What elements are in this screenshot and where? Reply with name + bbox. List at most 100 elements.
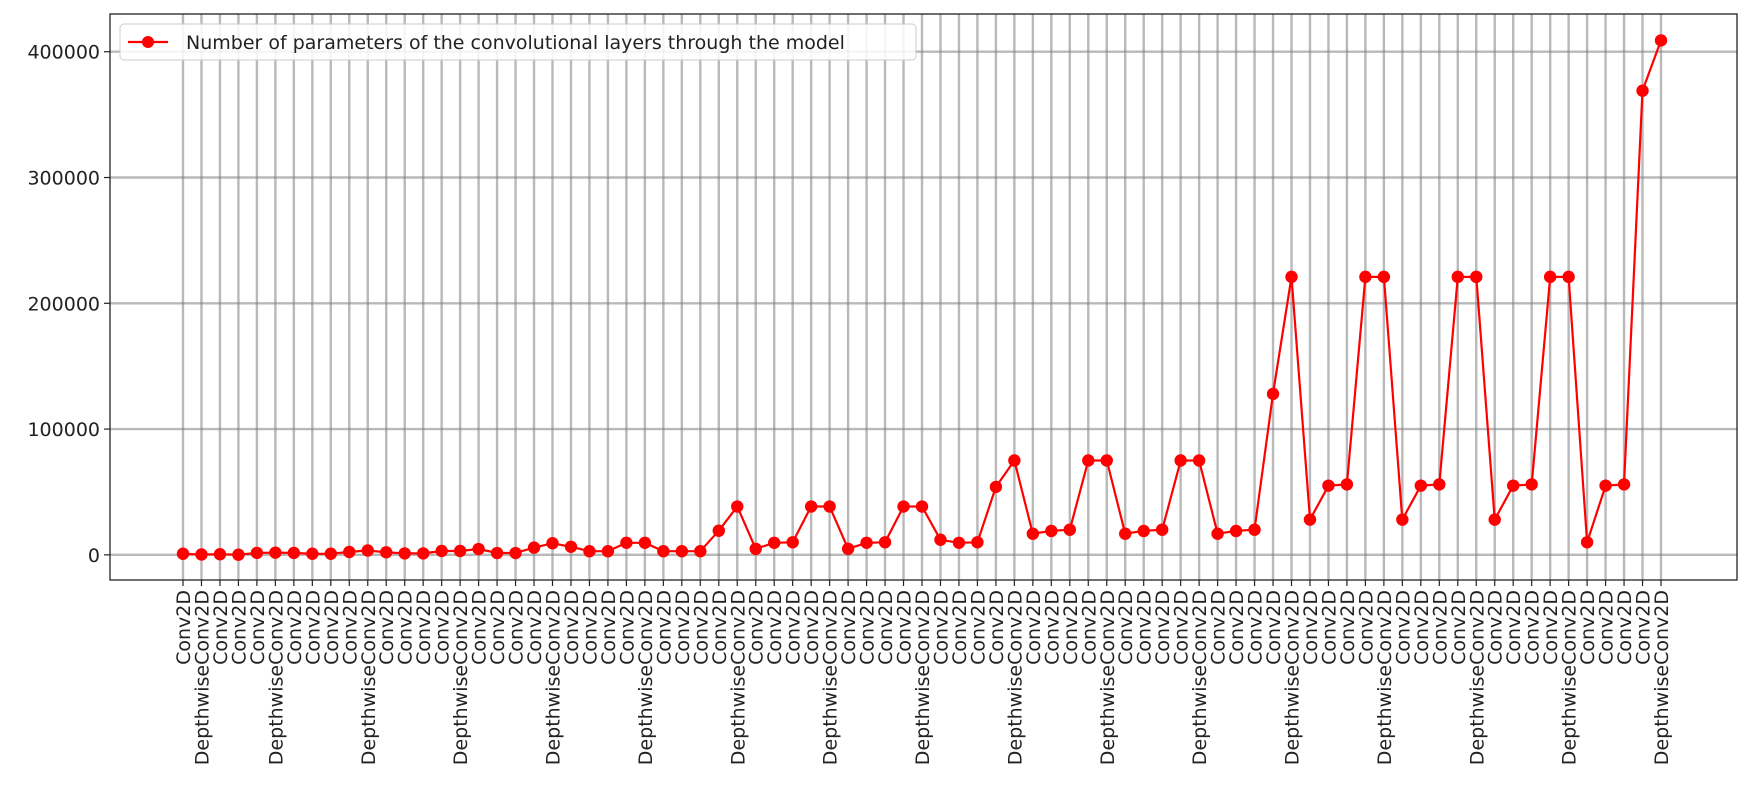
data-point <box>269 546 282 559</box>
data-point <box>1322 479 1335 492</box>
x-tick-label: Conv2D <box>690 590 712 665</box>
x-tick-label: Conv2D <box>395 590 417 665</box>
data-point <box>1636 84 1649 97</box>
x-tick-label: Conv2D <box>1577 590 1599 665</box>
x-tick-label: DepthwiseConv2D <box>265 590 287 765</box>
x-tick-label: Conv2D <box>598 590 620 665</box>
x-tick-label: Conv2D <box>506 590 528 665</box>
x-tick-label: DepthwiseConv2D <box>1466 590 1488 765</box>
data-point <box>731 500 744 513</box>
x-tick-label: DepthwiseConv2D <box>1097 590 1119 765</box>
x-tick-label: Conv2D <box>228 590 250 665</box>
x-tick-label: Conv2D <box>967 590 989 665</box>
data-point <box>897 500 910 513</box>
data-point <box>1100 454 1113 467</box>
data-point <box>1507 479 1520 492</box>
x-tick-label: Conv2D <box>1041 590 1063 665</box>
legend-label: Number of parameters of the convolutiona… <box>186 32 845 54</box>
x-tick-label: Conv2D <box>1060 590 1082 665</box>
x-tick-label: Conv2D <box>1503 590 1525 665</box>
data-point <box>1451 270 1464 284</box>
data-point <box>453 544 467 558</box>
x-tick-label: Conv2D <box>1633 590 1655 665</box>
data-point <box>786 536 799 549</box>
x-tick-label: Conv2D <box>1337 590 1359 665</box>
x-tick-label: Conv2D <box>579 590 601 665</box>
data-point <box>1414 479 1428 492</box>
y-tick-label: 0 <box>88 545 100 567</box>
data-point <box>1211 527 1224 540</box>
data-point <box>380 546 393 559</box>
data-point <box>1248 523 1261 536</box>
x-tick-label: Conv2D <box>1078 590 1100 665</box>
data-point <box>324 547 337 560</box>
x-tick-label: Conv2D <box>1448 590 1470 665</box>
data-point <box>804 500 818 513</box>
data-point <box>638 536 652 549</box>
data-point <box>1433 478 1446 491</box>
data-point <box>1562 270 1575 284</box>
data-point <box>1303 513 1317 526</box>
data-point <box>620 536 633 549</box>
data-point <box>860 536 873 549</box>
x-tick-label: DepthwiseConv2D <box>1189 590 1211 765</box>
x-tick-label: Conv2D <box>1318 590 1340 665</box>
data-point <box>416 547 430 560</box>
y-axis: 0 100000 200000 300000 400000 <box>27 42 110 567</box>
data-point <box>1026 527 1040 540</box>
data-point <box>1137 524 1150 538</box>
data-point <box>509 546 522 560</box>
data-point <box>306 547 319 560</box>
x-tick-label: Conv2D <box>469 590 491 665</box>
data-point <box>398 547 411 560</box>
data-point <box>1155 523 1169 536</box>
data-point <box>361 544 374 557</box>
data-point <box>1617 478 1631 491</box>
data-point <box>250 546 264 560</box>
x-tick-label: Conv2D <box>783 590 805 665</box>
data-point <box>1008 454 1021 467</box>
x-tick-label: Conv2D <box>1522 590 1544 665</box>
x-tick-label: Conv2D <box>1263 590 1285 665</box>
data-point <box>749 542 762 556</box>
x-tick-label: Conv2D <box>764 590 786 665</box>
x-tick-label: Conv2D <box>413 590 435 665</box>
x-tick-label: DepthwiseConv2D <box>1004 590 1026 765</box>
x-tick-label: Conv2D <box>1171 590 1193 665</box>
data-point <box>1599 479 1612 492</box>
x-tick-label: Conv2D <box>1596 590 1618 665</box>
data-point <box>1266 387 1280 401</box>
x-tick-label: DepthwiseConv2D <box>820 590 842 765</box>
data-point <box>712 524 725 537</box>
x-tick-label: Conv2D <box>1540 590 1562 665</box>
data-point <box>435 544 448 558</box>
legend-box <box>119 23 917 61</box>
data-point <box>176 547 190 560</box>
series-layer <box>176 34 1668 561</box>
x-tick-label: Conv2D <box>487 590 509 665</box>
x-tick-label: DepthwiseConv2D <box>727 590 749 765</box>
data-point <box>694 545 707 558</box>
x-tick-label: Conv2D <box>1355 590 1377 665</box>
data-point <box>1174 454 1187 467</box>
data-point <box>915 500 929 513</box>
x-tick-label: Conv2D <box>1152 590 1174 665</box>
x-tick-label: Conv2D <box>1300 590 1322 665</box>
x-tick-label: Conv2D <box>302 590 324 665</box>
data-point <box>952 536 966 549</box>
x-tick-label: Conv2D <box>801 590 823 665</box>
x-tick-label: Conv2D <box>857 590 879 665</box>
data-point <box>1543 270 1557 284</box>
y-tick-label: 200000 <box>27 293 100 315</box>
data-point <box>823 500 836 513</box>
x-tick-label: DepthwiseConv2D <box>912 590 934 765</box>
data-point <box>1377 270 1391 284</box>
data-point <box>1525 478 1538 491</box>
data-point <box>1285 270 1298 284</box>
data-point <box>472 542 485 556</box>
x-tick-label: Conv2D <box>986 590 1008 665</box>
data-point <box>1580 536 1594 549</box>
x-axis: Conv2DDepthwiseConv2DConv2DConv2DConv2DD… <box>173 580 1673 765</box>
x-tick-label: Conv2D <box>709 590 731 665</box>
x-tick-label: DepthwiseConv2D <box>191 590 213 765</box>
